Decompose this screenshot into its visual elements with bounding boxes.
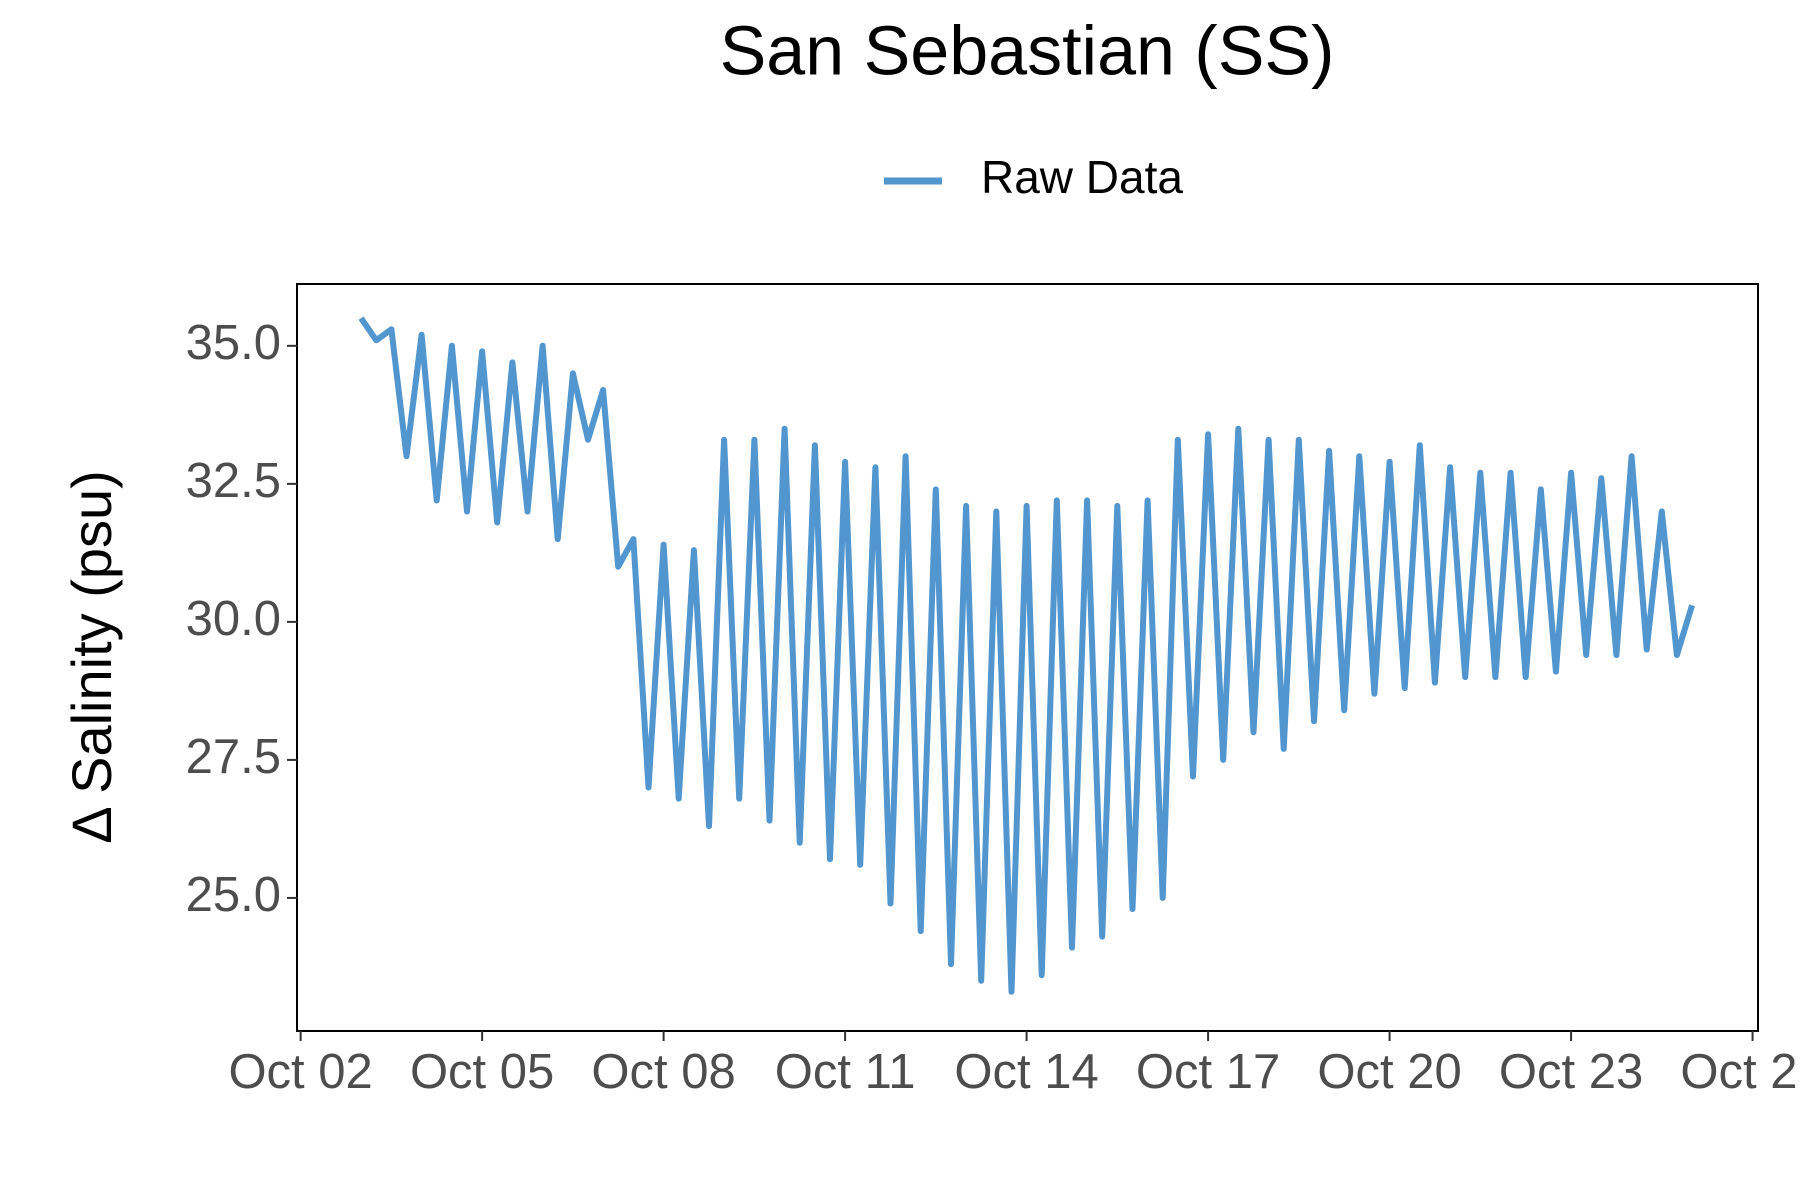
x-tick-label: Oct 11: [775, 1045, 916, 1099]
data-line: [358, 316, 1695, 995]
y-tick-label: 25.0: [186, 868, 281, 922]
y-tick-label: 32.5: [186, 454, 281, 508]
x-tick-label: Oct 23: [1499, 1045, 1643, 1099]
y-tick-label: 30.0: [186, 592, 281, 646]
x-tick-label: Oct 02: [228, 1045, 372, 1099]
y-tick-label: 35.0: [186, 316, 281, 370]
y-axis-title: Δ Salinity (psu): [60, 470, 123, 844]
x-tick-label: Oct 26: [1680, 1045, 1800, 1099]
x-tick-label: Oct 08: [591, 1045, 735, 1099]
legend-label: Raw Data: [981, 151, 1183, 203]
x-tick-label: Oct 17: [1136, 1045, 1280, 1099]
chart-title: San Sebastian (SS): [720, 11, 1335, 89]
x-tick-label: Oct 20: [1317, 1045, 1461, 1099]
x-tick-label: Oct 14: [954, 1045, 1098, 1099]
x-tick-label: Oct 05: [410, 1045, 554, 1099]
y-tick-label: 27.5: [186, 730, 281, 784]
